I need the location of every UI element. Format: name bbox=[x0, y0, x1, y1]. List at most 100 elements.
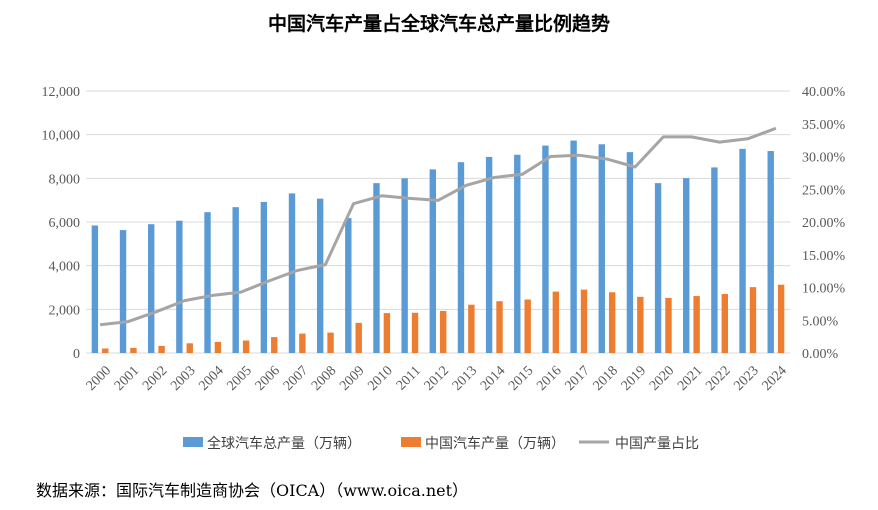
global-production-bar bbox=[598, 144, 605, 353]
share-line bbox=[99, 126, 777, 327]
x-tick-label: 2009 bbox=[337, 363, 367, 393]
china-production-bar bbox=[637, 296, 644, 353]
x-tick-label: 2001 bbox=[112, 363, 142, 393]
x-tick-label: 2006 bbox=[253, 363, 283, 393]
global-production-bar bbox=[232, 207, 239, 353]
x-axis-ticks: 2000200120022003200420052006200720082009… bbox=[84, 363, 790, 393]
global-production-bar bbox=[711, 167, 718, 353]
right-tick-label: 35.00% bbox=[802, 118, 846, 133]
global-production-bar bbox=[570, 140, 577, 353]
right-tick-label: 30.00% bbox=[802, 151, 846, 166]
global-production-bar bbox=[683, 178, 690, 353]
left-tick-label: 0 bbox=[73, 347, 80, 362]
right-tick-label: 40.00% bbox=[802, 85, 846, 100]
china-production-bar bbox=[777, 284, 785, 353]
legend-swatch bbox=[183, 437, 203, 447]
gridlines bbox=[86, 90, 790, 354]
right-axis-ticks: 0.00% 5.00% 10.00% 15.00% 20.00% 25.00% 30.00%… bbox=[802, 85, 846, 362]
right-tick-label: 5.00% bbox=[802, 314, 839, 329]
global-production-bar bbox=[119, 230, 127, 353]
x-tick-label: 2016 bbox=[534, 363, 564, 393]
global-production-bar bbox=[739, 148, 746, 353]
right-tick-label: 15.00% bbox=[802, 249, 846, 264]
x-tick-label: 2007 bbox=[281, 363, 311, 393]
left-tick-label: 6,000 bbox=[49, 216, 81, 231]
left-tick-label: 12,000 bbox=[42, 85, 81, 100]
global-production-bar bbox=[176, 220, 183, 353]
x-tick-label: 2020 bbox=[647, 363, 677, 393]
global-production-bar bbox=[429, 169, 436, 353]
global-production-bar bbox=[654, 183, 662, 353]
china-production-bar bbox=[524, 299, 531, 353]
x-tick-label: 2014 bbox=[478, 363, 508, 393]
china-production-bar bbox=[721, 294, 728, 353]
global-production-bar bbox=[485, 156, 493, 353]
china-production-bar bbox=[496, 301, 503, 353]
x-tick-label: 2011 bbox=[394, 363, 424, 393]
china-production-bar bbox=[130, 347, 137, 353]
right-tick-label: 10.00% bbox=[802, 282, 846, 297]
global-production-bar bbox=[260, 201, 268, 353]
left-tick-label: 2,000 bbox=[49, 303, 81, 318]
china-production-bar bbox=[749, 287, 757, 353]
x-tick-label: 2023 bbox=[731, 363, 761, 393]
global-production-bar bbox=[767, 151, 774, 353]
x-tick-label: 2003 bbox=[168, 363, 198, 393]
china-production-bar bbox=[608, 292, 616, 353]
left-tick-label: 10,000 bbox=[42, 129, 81, 144]
china-production-bar bbox=[468, 304, 475, 353]
x-tick-label: 2022 bbox=[703, 363, 733, 393]
left-tick-label: 4,000 bbox=[49, 260, 81, 275]
global-production-bar bbox=[373, 183, 380, 353]
legend-label: 中国汽车产量（万辆） bbox=[425, 435, 565, 452]
china-production-bar bbox=[186, 343, 193, 353]
source-note: 数据来源：国际汽车制造商协会（OICA）（www.oica.net） bbox=[36, 481, 468, 500]
china-production-bar bbox=[102, 348, 109, 353]
china-production-bar bbox=[552, 291, 560, 353]
global-production-bar bbox=[316, 198, 324, 353]
x-tick-label: 2002 bbox=[140, 363, 170, 393]
legend-label: 全球汽车总产量（万辆） bbox=[207, 435, 361, 452]
x-tick-label: 2017 bbox=[562, 363, 592, 393]
china-share-line bbox=[99, 126, 777, 327]
x-tick-label: 2018 bbox=[591, 363, 621, 393]
x-tick-label: 2008 bbox=[309, 363, 339, 393]
x-tick-label: 2000 bbox=[84, 363, 114, 393]
x-tick-label: 2012 bbox=[422, 363, 452, 393]
global-production-bar bbox=[401, 178, 408, 353]
right-tick-label: 0.00% bbox=[802, 347, 839, 362]
china-production-bar bbox=[158, 345, 165, 353]
global-production-bar bbox=[457, 162, 465, 353]
left-tick-label: 8,000 bbox=[49, 172, 81, 187]
bars bbox=[91, 140, 785, 353]
chart-title: 中国汽车产量占全球汽车总产量比例趋势 bbox=[268, 12, 610, 35]
right-tick-label: 20.00% bbox=[802, 216, 846, 231]
x-tick-label: 2005 bbox=[225, 363, 255, 393]
global-production-bar bbox=[204, 212, 211, 353]
legend-label: 中国产量占比 bbox=[615, 436, 699, 452]
china-production-bar bbox=[214, 341, 222, 353]
legend: 全球汽车总产量（万辆） 中国汽车产量（万辆） 中国产量占比 bbox=[183, 435, 699, 452]
china-production-bar bbox=[299, 333, 306, 353]
global-production-bar bbox=[148, 224, 155, 353]
china-production-bar bbox=[242, 340, 250, 353]
china-production-bar bbox=[693, 296, 700, 353]
global-production-bar bbox=[514, 154, 521, 353]
x-tick-label: 2013 bbox=[450, 363, 480, 393]
x-tick-label: 2010 bbox=[365, 363, 395, 393]
global-production-bar bbox=[345, 218, 352, 353]
china-production-bar bbox=[355, 322, 362, 353]
china-production-bar bbox=[665, 297, 672, 353]
china-production-bar bbox=[271, 337, 278, 353]
x-tick-label: 2019 bbox=[619, 363, 649, 393]
legend-swatch bbox=[401, 437, 421, 447]
x-tick-label: 2021 bbox=[675, 363, 705, 393]
global-production-bar bbox=[91, 225, 99, 353]
china-production-bar bbox=[580, 289, 588, 353]
china-production-bar bbox=[327, 332, 334, 353]
global-production-bar bbox=[542, 145, 549, 353]
china-production-bar bbox=[383, 313, 391, 353]
x-tick-label: 2015 bbox=[506, 363, 536, 393]
global-production-bar bbox=[626, 152, 634, 353]
